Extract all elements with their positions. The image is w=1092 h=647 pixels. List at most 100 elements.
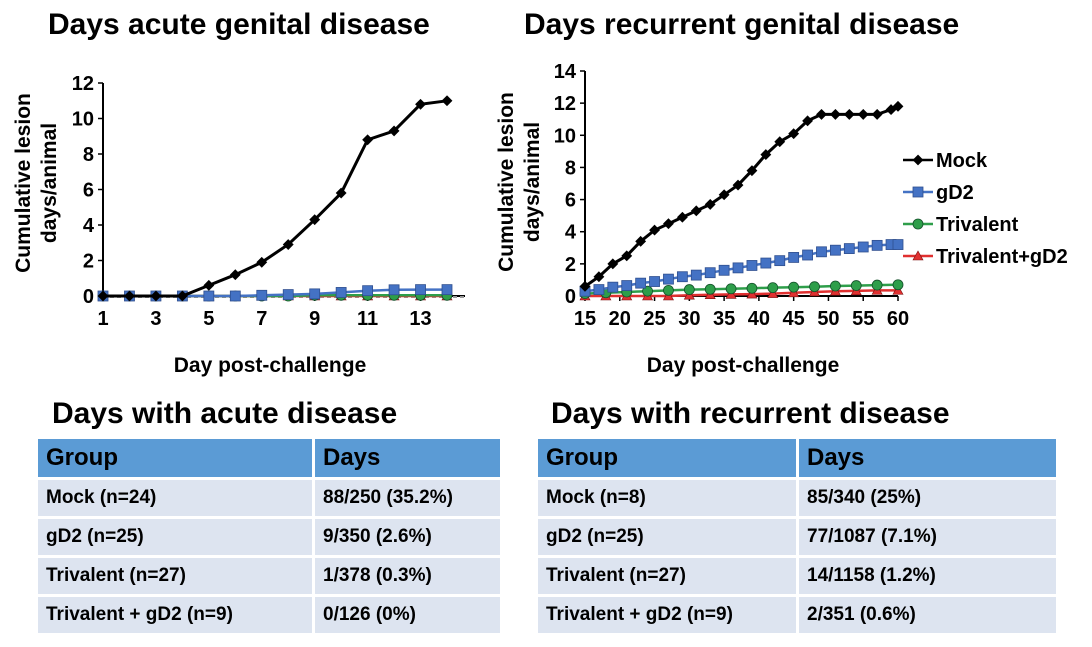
group-cell: Trivalent + gD2 (n=9) (538, 597, 796, 633)
days-cell: 0/126 (0%) (312, 597, 500, 633)
legend-marker-trivalent-gd2 (912, 250, 924, 261)
column-header-days: Days (312, 439, 500, 477)
recurrent-point-gd2 (718, 264, 730, 276)
days-cell: 85/340 (25%) (796, 480, 1056, 516)
acute-point-mock (441, 95, 453, 107)
recurrent-x-tick-label: 50 (817, 308, 839, 330)
acute-point-gd2 (335, 287, 347, 298)
legend-label-mock: Mock (936, 150, 988, 172)
recurrent-ylabel-line2: days/animal (521, 122, 544, 242)
recurrent-x-tick-label: 15 (574, 308, 596, 330)
recurrent-point-trivalent (683, 284, 695, 295)
recurrent-point-trivalent (767, 282, 779, 294)
column-header-group: Group (38, 439, 312, 477)
recurrent-x-tick-label: 60 (887, 308, 909, 330)
acute-y-tick-label: 2 (83, 251, 94, 273)
recurrent-y-tick-label: 2 (565, 254, 576, 276)
recurrent-x-tick-label: 40 (748, 308, 770, 330)
charts-canvas: Cumulative lesion days/animal Day post-c… (12, 61, 1068, 377)
recurrent-point-gd2 (802, 249, 813, 261)
recurrent-point-mock (663, 218, 674, 230)
days-cell: 1/378 (0.3%) (312, 558, 500, 594)
recurrent-point-gd2 (843, 243, 855, 254)
recurrent-point-trivalent (809, 281, 820, 293)
recurrent-point-trivalent-gd2 (767, 287, 779, 298)
acute-y-tick-label: 0 (83, 286, 94, 308)
recurrent-point-gd2 (649, 276, 660, 287)
days-cell: 2/351 (0.6%) (796, 597, 1056, 633)
acute-point-gd2 (415, 284, 426, 296)
recurrent-point-gd2 (593, 284, 605, 295)
recurrent-xlabel: Day post-challenge (647, 354, 840, 377)
recurrent-point-mock (802, 115, 814, 127)
acute-point-gd2 (309, 288, 321, 300)
recurrent-point-mock (760, 149, 772, 160)
recurrent-point-mock (635, 235, 647, 247)
acute-point-mock (415, 98, 426, 110)
recurrent-ylabel-line1: Cumulative lesion (495, 92, 518, 272)
recurrent-point-gd2 (746, 260, 758, 271)
table-row: Trivalent (n=27) 14/1158 (1.2%) (538, 558, 1056, 594)
acute-point-mock (124, 290, 135, 302)
recurrent-point-mock (593, 271, 605, 283)
recurrent-point-mock (649, 224, 660, 236)
recurrent-point-mock (690, 205, 702, 217)
recurrent-legend: Mock gD2 Trivalent Trivalent+gD2 (903, 150, 1068, 268)
group-cell: Trivalent + gD2 (n=9) (38, 597, 312, 633)
recurrent-point-trivalent (725, 283, 737, 295)
acute-point-gd2 (229, 290, 241, 302)
recurrent-point-trivalent (704, 283, 716, 295)
acute-point-mock (335, 187, 347, 199)
recurrent-chart-title: Days recurrent genital disease (524, 8, 960, 41)
recurrent-point-trivalent (788, 281, 800, 293)
recurrent-point-trivalent (746, 282, 758, 294)
acute-point-gd2 (282, 289, 294, 300)
acute-point-mock (97, 290, 109, 302)
table-row: Trivalent + gD2 (n=9) 2/351 (0.6%) (538, 597, 1056, 633)
recurrent-point-gd2 (830, 244, 841, 256)
recurrent-point-gd2 (676, 271, 688, 283)
recurrent-point-mock (718, 189, 730, 201)
acute-point-gd2 (203, 290, 215, 302)
acute-x-tick-label: 7 (256, 308, 267, 330)
recurrent-x-tick-label: 30 (678, 308, 700, 330)
recurrent-point-mock (829, 108, 841, 120)
recurrent-point-gd2 (892, 239, 904, 250)
acute-y-tick-label: 10 (72, 109, 94, 131)
recurrent-plot: 0 2 4 6 8 10 12 14 15 20 25 30 35 40 45 50 55 60 (554, 61, 909, 330)
acute-point-gd2 (362, 285, 374, 297)
recurrent-y-tick-label: 12 (554, 93, 576, 115)
recurrent-point-mock (746, 165, 758, 177)
table-row: Trivalent + gD2 (n=9) 0/126 (0%) (38, 597, 500, 633)
days-cell: 14/1158 (1.2%) (796, 558, 1056, 594)
recurrent-line-trivalent-gd2 (585, 289, 898, 298)
acute-point-mock (309, 214, 321, 226)
recurrent-point-mock (732, 179, 744, 191)
recurrent-line-trivalent (584, 283, 899, 295)
table-row: Mock (n=8) 85/340 (25%) (538, 480, 1056, 516)
acute-x-tick-label: 1 (97, 308, 108, 330)
acute-x-tick-label: 9 (309, 308, 320, 330)
recurrent-point-trivalent (871, 279, 883, 291)
recurrent-point-gd2 (621, 280, 633, 291)
recurrent-point-mock (621, 250, 633, 262)
recurrent-point-gd2 (732, 262, 744, 274)
recurrent-point-mock (788, 128, 800, 140)
recurrent-y-tick-label: 0 (565, 286, 576, 308)
recurrent-x-tick-label: 25 (643, 308, 665, 330)
table-row: gD2 (n=25) 9/350 (2.6%) (38, 519, 500, 555)
acute-point-mock (282, 239, 294, 250)
acute-point-gd2 (256, 289, 268, 301)
recurrent-point-mock (774, 136, 786, 148)
acute-x-tick-label: 13 (409, 308, 431, 330)
acute-y-tick-label: 6 (83, 180, 94, 202)
acute-y-tick-label: 8 (83, 144, 94, 166)
acute-point-mock (150, 290, 162, 302)
recurrent-x-tick-label: 45 (783, 308, 805, 330)
days-cell: 88/250 (35.2%) (312, 480, 500, 516)
recurrent-point-mock (676, 211, 688, 223)
days-cell: 77/1087 (7.1%) (796, 519, 1056, 555)
acute-point-mock (388, 125, 400, 137)
acute-point-mock (256, 256, 268, 268)
acute-table-title: Days with acute disease (52, 397, 398, 430)
